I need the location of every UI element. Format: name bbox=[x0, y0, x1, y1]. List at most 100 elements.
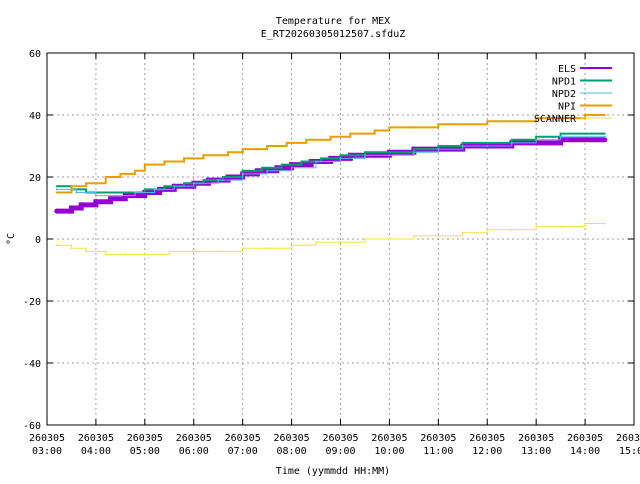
data-point-npi bbox=[285, 141, 288, 144]
data-point-npd2 bbox=[535, 138, 538, 141]
data-point-scanner bbox=[315, 241, 317, 244]
y-tick-label: -20 bbox=[23, 297, 41, 308]
data-point-npd2 bbox=[173, 185, 176, 188]
data-point-npd2 bbox=[364, 154, 366, 157]
data-point-els bbox=[69, 205, 74, 211]
data-point-scanner bbox=[364, 238, 366, 240]
data-point-scanner bbox=[486, 228, 489, 231]
data-point-npi bbox=[241, 148, 244, 151]
data-point-npd2 bbox=[134, 191, 137, 194]
data-point-npd1 bbox=[559, 132, 562, 135]
data-point-npd2 bbox=[94, 194, 97, 197]
x-tick-label-time: 03:00 bbox=[32, 446, 62, 457]
x-tick-label-date: 260305 bbox=[371, 433, 407, 444]
data-point-npd1 bbox=[119, 191, 122, 194]
data-point-npd1 bbox=[437, 145, 440, 147]
data-point-npi bbox=[134, 169, 137, 172]
y-tick-label: 0 bbox=[35, 235, 41, 246]
data-point-els bbox=[93, 199, 99, 205]
data-point-npi bbox=[119, 172, 122, 175]
data-point-npi bbox=[202, 154, 205, 157]
data-point-npi bbox=[373, 129, 376, 132]
data-point-npi bbox=[143, 163, 146, 166]
data-point-npd2 bbox=[486, 145, 489, 147]
data-point-npi bbox=[329, 135, 332, 138]
data-point-npd1 bbox=[143, 188, 146, 191]
x-tick-label-date: 260305 bbox=[29, 433, 65, 444]
chart-subtitle: E_RT20260305012507.sfduZ bbox=[261, 29, 406, 40]
data-point-npd2 bbox=[55, 188, 58, 191]
data-point-npi bbox=[412, 126, 415, 129]
data-point-npd1 bbox=[300, 160, 303, 163]
x-tick-label-date: 260305 bbox=[127, 433, 163, 444]
data-point-scanner bbox=[437, 234, 440, 237]
x-axis: 260305 03:00 260305 04:00 260305 05:00 260305 0… bbox=[29, 53, 640, 457]
legend-label-npd2: NPD2 bbox=[552, 89, 576, 100]
data-point-npd2 bbox=[75, 191, 78, 194]
data-point-npi bbox=[461, 123, 464, 126]
series-line-scanner bbox=[56, 223, 605, 255]
x-tick-label-date: 260305 bbox=[176, 433, 212, 444]
data-point-npd2 bbox=[559, 135, 562, 138]
y-axis-label: °C bbox=[6, 233, 17, 245]
data-point-npd2 bbox=[114, 194, 117, 197]
data-point-npd2 bbox=[315, 160, 317, 163]
data-point-npi bbox=[388, 126, 391, 129]
data-point-els bbox=[78, 202, 84, 208]
data-point-npd1 bbox=[280, 163, 283, 166]
x-tick-label-date: 260305 bbox=[469, 433, 505, 444]
data-point-scanner bbox=[70, 247, 73, 250]
data-point-scanner bbox=[603, 222, 606, 225]
data-point-npd2 bbox=[290, 166, 293, 169]
legend-label-npi: NPI bbox=[558, 102, 576, 113]
data-point-npd1 bbox=[388, 151, 391, 154]
data-point-npd1 bbox=[461, 141, 464, 144]
data-point-npd1 bbox=[241, 169, 244, 172]
data-point-npd1 bbox=[603, 132, 606, 135]
data-point-scanner bbox=[559, 225, 562, 228]
data-point-scanner bbox=[339, 241, 342, 244]
x-tick-label-time: 09:00 bbox=[325, 446, 355, 457]
data-point-npi bbox=[486, 120, 489, 123]
data-point-npd2 bbox=[153, 188, 156, 191]
data-point-scanner bbox=[510, 228, 513, 231]
series-layer bbox=[54, 114, 608, 256]
grid bbox=[47, 53, 634, 425]
data-point-scanner bbox=[104, 253, 107, 256]
x-tick-label-date: 260305 bbox=[322, 433, 358, 444]
data-point-npi bbox=[104, 176, 107, 178]
data-point-scanner bbox=[85, 250, 88, 253]
data-point-npd1 bbox=[222, 176, 225, 178]
data-point-npd1 bbox=[319, 157, 322, 160]
data-point-npd1 bbox=[486, 141, 489, 144]
data-point-npd1 bbox=[183, 182, 185, 185]
data-point-npi bbox=[584, 114, 587, 116]
data-point-npd1 bbox=[535, 135, 538, 138]
series-line-npi bbox=[56, 114, 605, 194]
data-point-npi bbox=[349, 132, 352, 135]
data-point-npd1 bbox=[261, 166, 264, 169]
y-axis: -60 -40 -20 0 20 40 60 bbox=[23, 49, 634, 432]
x-tick-label-date: 260305 bbox=[567, 433, 603, 444]
data-point-scanner bbox=[412, 234, 415, 237]
data-point-npd1 bbox=[163, 185, 166, 188]
y-tick-label: 40 bbox=[29, 111, 41, 122]
data-point-npd2 bbox=[241, 172, 244, 175]
legend-label-scanner: SCANNER bbox=[534, 114, 577, 125]
data-point-npi bbox=[510, 120, 513, 123]
data-point-npd2 bbox=[266, 169, 269, 172]
x-tick-label-date: 260305 bbox=[518, 433, 554, 444]
data-point-npi bbox=[183, 157, 185, 160]
data-point-npd2 bbox=[339, 157, 342, 160]
data-point-npd2 bbox=[437, 148, 440, 151]
data-point-npi bbox=[85, 182, 88, 185]
data-point-scanner bbox=[584, 222, 587, 225]
data-point-scanner bbox=[388, 238, 391, 240]
data-point-npd2 bbox=[510, 141, 513, 144]
data-point-scanner bbox=[55, 244, 58, 247]
data-point-npd2 bbox=[603, 135, 606, 138]
data-point-npi bbox=[266, 145, 269, 147]
